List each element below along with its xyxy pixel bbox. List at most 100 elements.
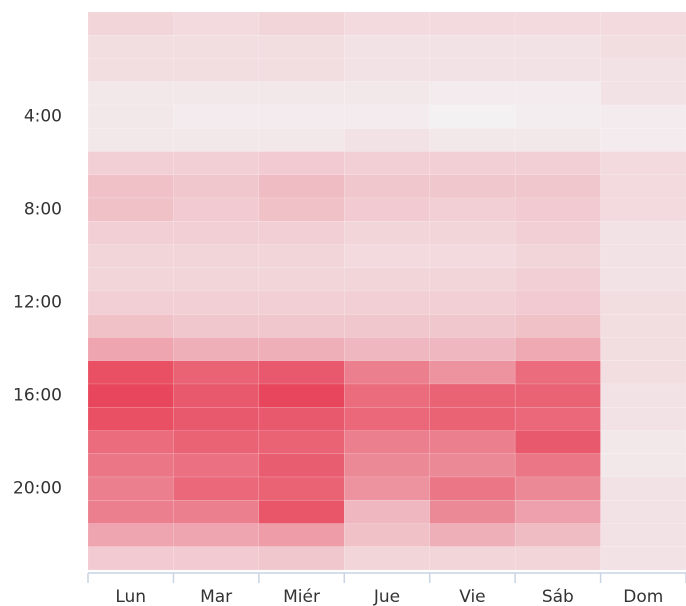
heat-cell — [429, 197, 516, 222]
heat-cell — [258, 407, 345, 431]
heat-cell — [600, 267, 686, 292]
heat-cell — [87, 58, 174, 82]
heat-cell — [258, 314, 345, 338]
heat-cell — [258, 128, 345, 152]
heat-cell — [429, 500, 516, 524]
heat-cell — [344, 476, 430, 501]
heat-cell — [344, 360, 430, 385]
heat-cell — [600, 244, 686, 268]
heat-cell — [258, 151, 345, 175]
heat-cell — [173, 11, 260, 36]
heat-cell — [173, 407, 260, 431]
heat-cell — [600, 290, 686, 315]
heat-cell — [258, 11, 345, 36]
heat-cell — [344, 174, 430, 199]
heat-cell — [514, 337, 601, 361]
heat-cell — [514, 221, 601, 245]
heat-cell — [514, 523, 601, 547]
heat-cell — [429, 476, 516, 501]
heat-cell — [429, 290, 516, 315]
heat-cell — [344, 11, 430, 36]
heat-cell — [429, 221, 516, 245]
heat-cell — [600, 174, 686, 199]
heat-cell — [173, 104, 260, 129]
heat-cell — [258, 81, 345, 106]
heat-cell — [258, 35, 345, 59]
heat-cell — [87, 81, 174, 106]
y-tick-label: 12:00 — [13, 293, 62, 313]
heat-cell — [514, 383, 601, 408]
x-tick-label: Dom — [623, 587, 663, 606]
heat-cell — [600, 128, 686, 152]
heat-cell — [173, 267, 260, 292]
heat-cell — [600, 314, 686, 338]
heat-cell — [600, 11, 686, 36]
heat-cell — [344, 430, 430, 454]
heat-cell — [87, 104, 174, 129]
heat-cell — [344, 523, 430, 547]
heat-cell — [600, 407, 686, 431]
heat-cell — [514, 476, 601, 501]
x-tick-label: Mar — [200, 587, 232, 606]
heat-cell — [514, 104, 601, 129]
heat-cell — [429, 546, 516, 571]
heat-cell — [429, 314, 516, 338]
heat-cell — [600, 476, 686, 501]
heat-cell — [258, 267, 345, 292]
heat-cell — [173, 174, 260, 199]
heat-cell — [344, 104, 430, 129]
heat-cell — [514, 453, 601, 478]
heat-cell — [514, 174, 601, 199]
heat-cell — [87, 500, 174, 524]
heat-cell — [514, 314, 601, 338]
heat-cell — [87, 197, 174, 222]
heat-cell — [258, 476, 345, 501]
heat-cell — [173, 197, 260, 222]
heat-cell — [173, 337, 260, 361]
heat-cell — [344, 58, 430, 82]
heat-cell — [344, 267, 430, 292]
heat-cell — [173, 546, 260, 571]
heat-cell — [87, 244, 174, 268]
heat-cell — [173, 383, 260, 408]
heat-cell — [344, 383, 430, 408]
heat-cell — [600, 383, 686, 408]
heat-cell — [173, 476, 260, 501]
heat-cell — [173, 430, 260, 454]
heat-cell — [173, 314, 260, 338]
heat-cell — [258, 244, 345, 268]
heat-cell — [600, 58, 686, 82]
heat-cell — [514, 430, 601, 454]
heat-cell — [514, 546, 601, 571]
heat-cell — [173, 523, 260, 547]
heat-cell — [258, 453, 345, 478]
heat-cell — [258, 290, 345, 315]
heat-cell — [514, 244, 601, 268]
heat-cell — [344, 453, 430, 478]
x-tick-label: Vie — [459, 587, 485, 606]
heat-cell — [514, 58, 601, 82]
heat-cell — [600, 430, 686, 454]
heat-cell — [87, 128, 174, 152]
heat-cell — [258, 430, 345, 454]
heat-cell — [600, 523, 686, 547]
heat-cell — [87, 35, 174, 59]
heat-cell — [173, 35, 260, 59]
heat-cell — [514, 267, 601, 292]
heat-cell — [87, 453, 174, 478]
heat-cell — [173, 221, 260, 245]
heat-cell — [600, 500, 686, 524]
heat-cell — [173, 244, 260, 268]
heat-cell — [429, 174, 516, 199]
heat-cell — [514, 360, 601, 385]
heat-cell — [514, 35, 601, 59]
heat-cell — [87, 151, 174, 175]
heat-cell — [429, 81, 516, 106]
heat-cell — [258, 523, 345, 547]
heat-cell — [344, 197, 430, 222]
heat-cell — [87, 430, 174, 454]
heat-cell — [600, 453, 686, 478]
heat-cell — [600, 104, 686, 129]
heat-cell — [344, 81, 430, 106]
heat-cell — [600, 337, 686, 361]
